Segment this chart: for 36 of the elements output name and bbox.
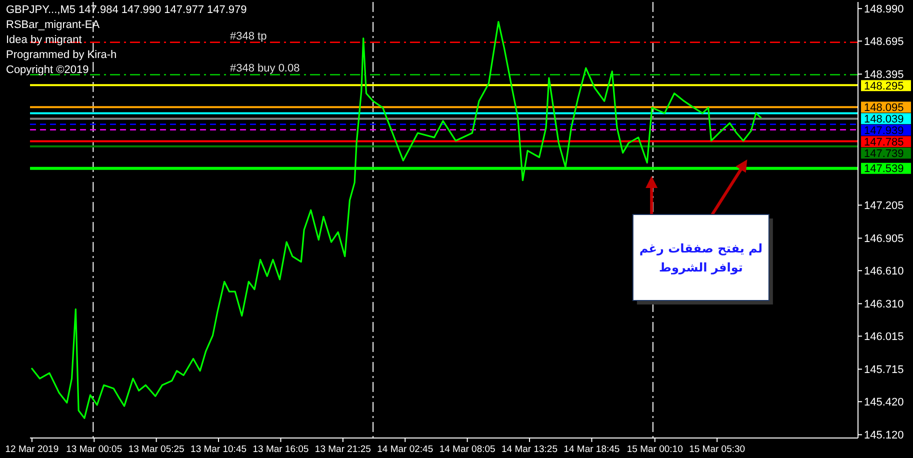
x-tick-label: 13 Mar 21:25	[314, 444, 371, 455]
ref-line-label: 147.939	[864, 124, 904, 137]
ref-line-label: #348 tp	[230, 30, 267, 42]
x-tick-label: 14 Mar 13:25	[502, 444, 558, 455]
x-tick-label: 14 Mar 08:05	[439, 444, 496, 455]
y-tick-label: 145.715	[864, 364, 904, 376]
ref-line-label: 148.095	[864, 102, 904, 114]
ref-line-label: #348 buy 0.08	[230, 62, 300, 75]
y-tick-label: 145.120	[864, 430, 904, 442]
ref-line-label: 147.739	[864, 148, 904, 160]
y-tick-label: 146.905	[864, 233, 904, 246]
x-tick-label: 13 Mar 00:05	[66, 444, 122, 455]
x-tick-label: 13 Mar 10:45	[190, 444, 247, 455]
annotation: Programmed by Kira-h	[6, 49, 117, 61]
x-tick-label: 12 Mar 2019	[5, 444, 59, 455]
chart-title: GBPJPY...,M5 147.984 147.990 147.977 147.979	[6, 4, 247, 16]
ref-line-label: 147.785	[864, 136, 904, 148]
y-tick-label: 148.695	[864, 36, 904, 48]
y-tick-label: 146.015	[864, 331, 904, 344]
ref-line-label: 148.039	[864, 113, 904, 126]
ref-line-label: 147.539	[864, 163, 904, 176]
x-tick-label: 14 Mar 02:45	[377, 444, 434, 455]
y-tick-label: 147.205	[864, 200, 904, 212]
x-tick-label: 13 Mar 16:05	[252, 444, 309, 455]
x-tick-label: 13 Mar 05:25	[128, 444, 184, 455]
x-tick-label: 15 Mar 00:10	[626, 444, 683, 455]
ref-line-label: 148.295	[864, 80, 904, 92]
annotation: لم يفتح صفقات رغم توافر الشروط	[639, 242, 762, 275]
y-tick-label: 148.395	[864, 68, 904, 81]
y-tick-label: 146.610	[864, 265, 904, 278]
x-tick-label: 14 Mar 18:45	[564, 444, 620, 455]
annotation: Copyright ©2019	[6, 64, 89, 76]
y-tick-label: 146.310	[864, 298, 904, 311]
y-tick-label: 145.420	[864, 396, 904, 409]
x-tick-label: 15 Mar 05:30	[689, 444, 746, 455]
y-tick-label: 148.990	[864, 3, 904, 16]
